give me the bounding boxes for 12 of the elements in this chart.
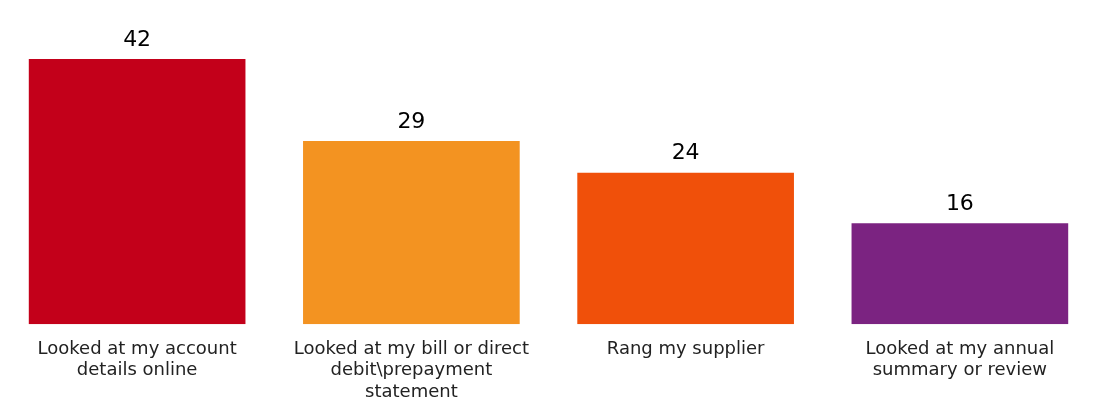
- x-tick-label: Rang my supplier: [606, 336, 766, 358]
- bar: [851, 223, 1069, 325]
- x-tick-label: Looked at my bill or direct debit\prepayment statement: [293, 336, 529, 401]
- data-label: 29: [397, 107, 426, 133]
- x-tick-label: Looked at my account details online: [37, 336, 237, 380]
- bar: [303, 141, 520, 325]
- bar: [28, 58, 246, 325]
- data-label: 24: [671, 139, 700, 165]
- x-tick-label: Looked at my annual summary or review: [865, 336, 1055, 380]
- data-label: 16: [945, 189, 974, 215]
- bar: [577, 172, 794, 325]
- data-label: 42: [123, 25, 152, 51]
